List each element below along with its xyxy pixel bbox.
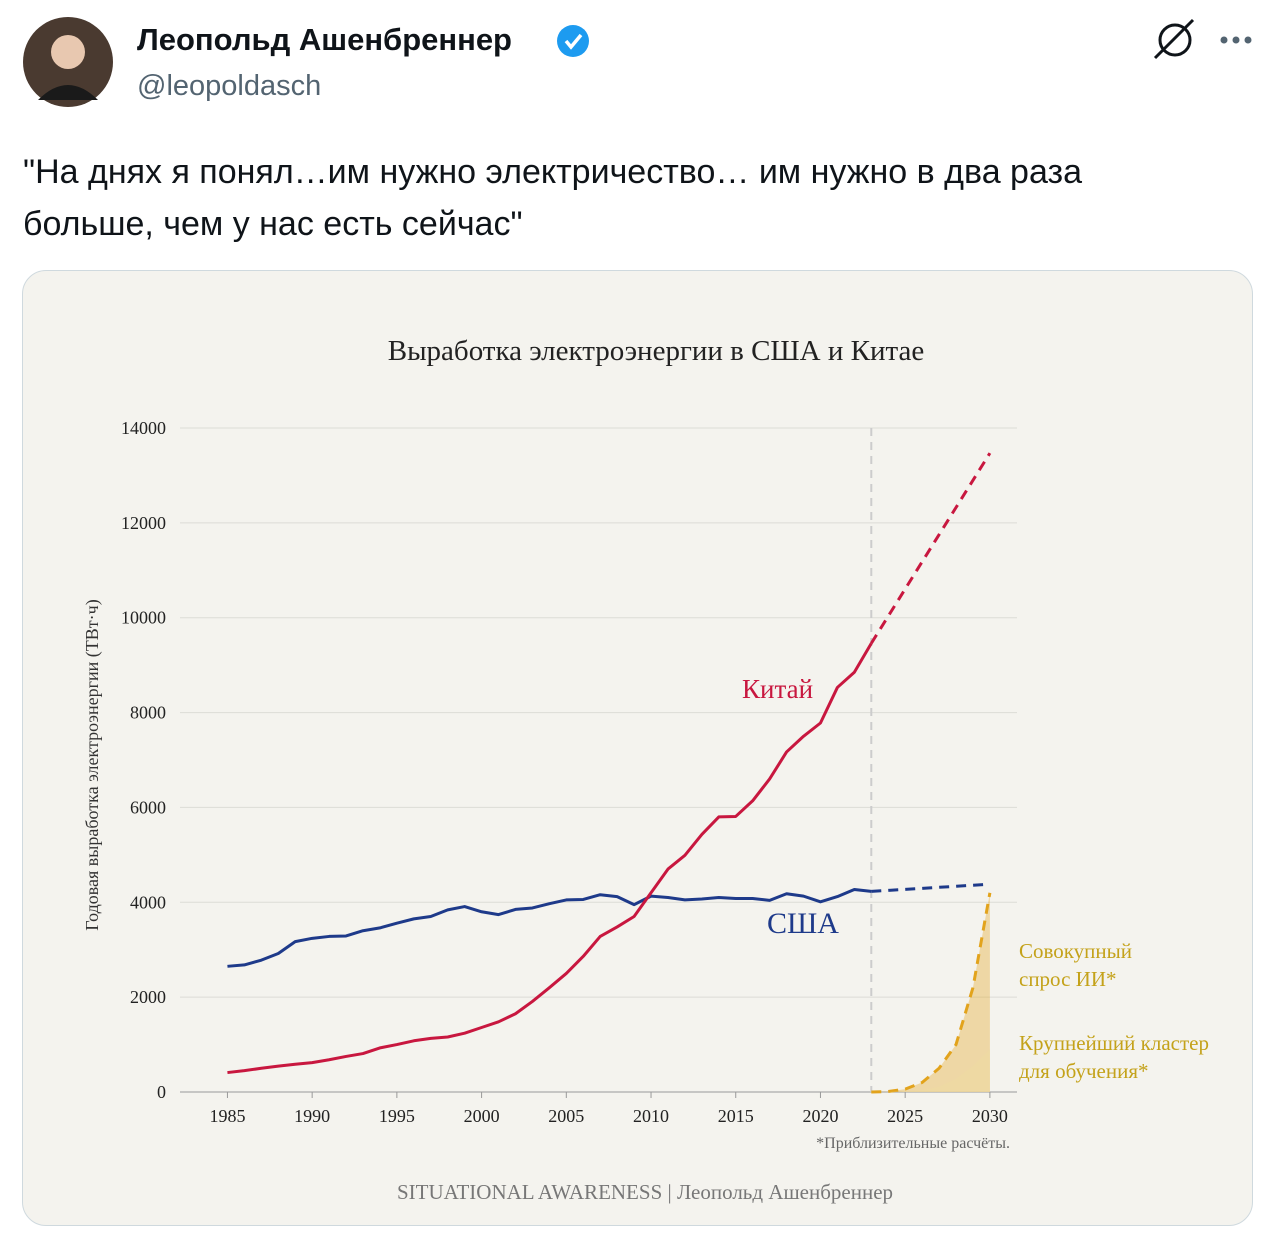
x-tick-label: 2000 <box>464 1106 500 1126</box>
y-tick-label: 0 <box>157 1082 166 1102</box>
x-tick-label: 2030 <box>972 1106 1008 1126</box>
author-name[interactable]: Леопольд Ашенбреннер <box>137 22 512 57</box>
y-axis-label: Годовая выработка электроэнергии (ТВт·ч) <box>82 599 103 930</box>
x-tick-label: 1985 <box>209 1106 245 1126</box>
x-tick-label: 2020 <box>802 1106 838 1126</box>
grok-icon[interactable] <box>1153 18 1195 60</box>
y-tick-label: 4000 <box>130 892 166 912</box>
avatar-body <box>38 85 98 100</box>
series-line <box>227 642 873 1075</box>
area <box>871 1049 990 1092</box>
y-tick-label: 14000 <box>121 418 166 438</box>
series-line <box>871 892 992 1094</box>
area <box>871 892 990 1092</box>
author-handle[interactable]: @leopoldasch <box>137 70 322 102</box>
y-tick-label: 10000 <box>121 608 166 628</box>
y-tick-label: 2000 <box>130 987 166 1007</box>
more-icon[interactable] <box>1220 36 1252 44</box>
x-tick-label: 1990 <box>294 1106 330 1126</box>
series-line <box>871 882 990 893</box>
y-tick-label: 6000 <box>130 797 166 817</box>
media-card[interactable] <box>22 270 1253 1226</box>
footnote: *Приблизительные расчёты. <box>816 1135 1010 1152</box>
avatar-face <box>51 35 85 69</box>
chart-title: Выработка электроэнергии в США и Китае <box>388 335 925 367</box>
series-label: Совокупный спрос ИИ* <box>1019 939 1133 991</box>
y-tick-label: 8000 <box>130 703 166 723</box>
series-label: Китай <box>742 674 814 704</box>
x-tick-label: 1995 <box>379 1106 415 1126</box>
header-graphics <box>23 17 1252 107</box>
series-line <box>227 887 872 968</box>
x-tick-label: 2005 <box>548 1106 584 1126</box>
y-tick-label: 12000 <box>121 513 166 533</box>
verified-badge <box>557 25 589 57</box>
series-line <box>870 452 992 645</box>
series-label: Крупнейший кластер для обучения* <box>1019 1031 1209 1083</box>
x-tick-label: 2025 <box>887 1106 923 1126</box>
x-tick-label: 2015 <box>718 1106 754 1126</box>
tweet-text: "На днях я понял…им нужно электричество…… <box>23 153 1082 243</box>
source: SITUATIONAL AWARENESS | Леопольд Ашенбре… <box>397 1180 893 1204</box>
series-label: США <box>767 907 839 940</box>
x-tick-label: 2010 <box>633 1106 669 1126</box>
